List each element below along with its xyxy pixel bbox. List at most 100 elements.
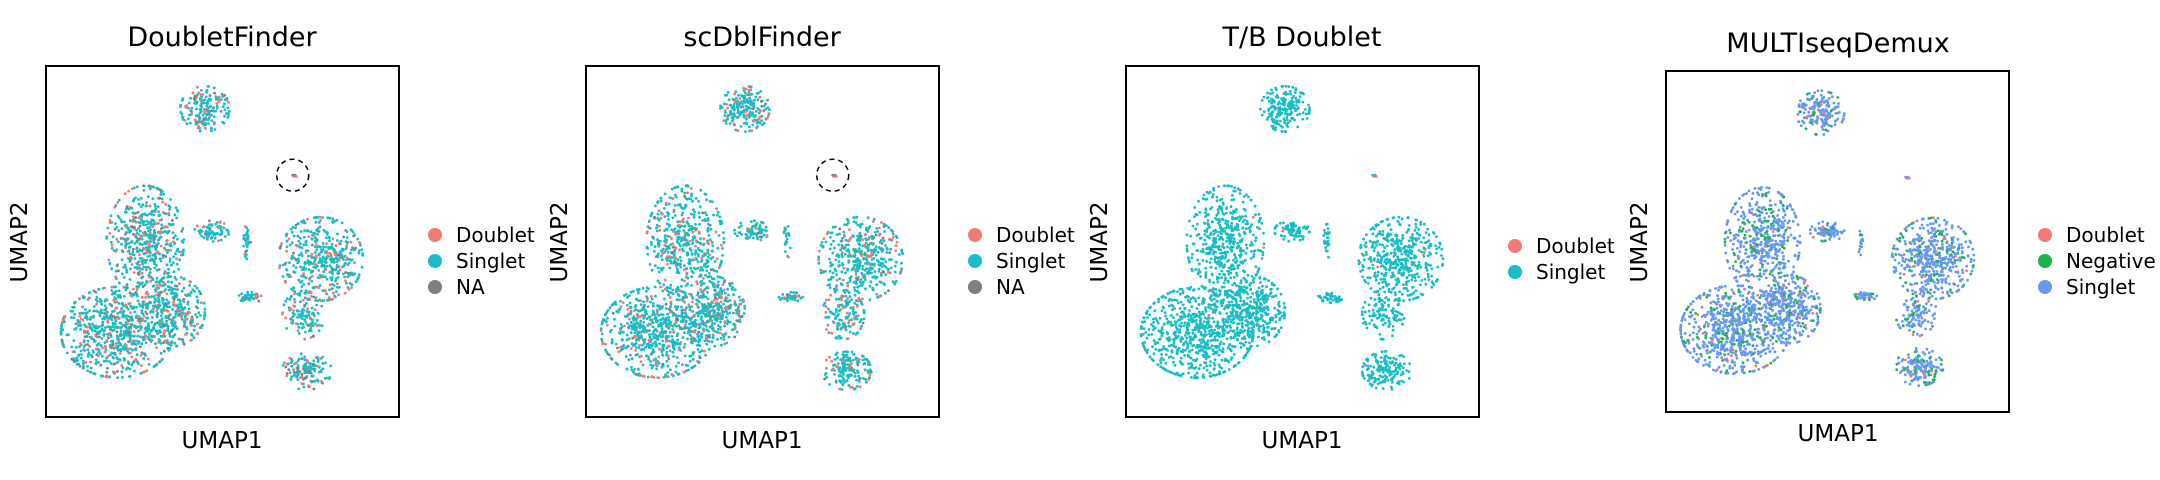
- data-point: [127, 242, 131, 245]
- data-point: [883, 264, 886, 268]
- data-point: [694, 267, 698, 271]
- data-point: [221, 105, 225, 108]
- data-point: [206, 109, 210, 112]
- data-point: [318, 257, 322, 261]
- data-point: [690, 305, 693, 308]
- data-point: [689, 266, 693, 270]
- data-point: [766, 106, 770, 109]
- data-point: [653, 285, 657, 289]
- data-point: [738, 97, 742, 100]
- data-point: [636, 334, 640, 338]
- data-point: [178, 300, 182, 303]
- data-point: [154, 342, 157, 345]
- data-point: [690, 321, 694, 325]
- data-point: [650, 243, 653, 247]
- data-point: [290, 364, 294, 368]
- data-point: [783, 227, 787, 231]
- data-point: [665, 335, 668, 338]
- data-point: [855, 378, 858, 382]
- data-point: [886, 268, 890, 272]
- data-point: [314, 216, 318, 219]
- data-point: [828, 247, 832, 251]
- data-point: [72, 316, 76, 319]
- data-point: [330, 242, 334, 246]
- data-point: [736, 234, 739, 238]
- data-point: [159, 244, 163, 248]
- data-point: [348, 282, 352, 285]
- data-point: [894, 244, 898, 248]
- data-point: [327, 298, 331, 302]
- data-point: [727, 307, 730, 311]
- data-point: [704, 309, 707, 312]
- data-point: [297, 239, 301, 243]
- data-point: [142, 252, 146, 256]
- data-point: [318, 215, 322, 219]
- data-point: [78, 364, 82, 368]
- data-point: [877, 246, 881, 249]
- data-point: [713, 318, 717, 321]
- data-point: [871, 263, 875, 266]
- data-point: [83, 323, 86, 327]
- data-point: [110, 289, 113, 292]
- data-point: [61, 328, 65, 332]
- data-point: [719, 287, 723, 290]
- data-point: [149, 223, 153, 227]
- data-point: [114, 269, 118, 273]
- data-point: [678, 289, 682, 293]
- data-point: [121, 376, 124, 379]
- data-point: [679, 259, 683, 263]
- data-point: [785, 237, 789, 241]
- data-point: [110, 346, 114, 349]
- data-point: [137, 233, 141, 237]
- data-point: [346, 275, 350, 279]
- data-point: [110, 267, 113, 271]
- data-point: [207, 227, 211, 230]
- data-point: [740, 233, 743, 236]
- data-point: [159, 259, 163, 263]
- data-point: [81, 365, 85, 368]
- data-point: [632, 319, 636, 322]
- data-point: [121, 323, 125, 327]
- data-point: [177, 267, 181, 271]
- data-point: [744, 87, 748, 91]
- data-point: [188, 113, 192, 117]
- data-point: [317, 269, 321, 272]
- data-point: [620, 338, 624, 341]
- data-point: [146, 293, 150, 296]
- data-point: [671, 328, 674, 331]
- data-point: [678, 220, 682, 224]
- data-point: [762, 233, 766, 237]
- data-point: [645, 230, 649, 234]
- data-point: [738, 104, 742, 107]
- data-point: [84, 360, 88, 364]
- data-point: [158, 323, 162, 327]
- data-point: [328, 216, 332, 220]
- data-point: [87, 322, 91, 326]
- data-point: [316, 215, 320, 219]
- data-point: [860, 249, 863, 253]
- data-point: [245, 232, 249, 236]
- data-point: [156, 311, 160, 315]
- data-point: [151, 225, 155, 229]
- data-point: [632, 344, 635, 348]
- data-point: [137, 273, 141, 276]
- data-point: [285, 327, 288, 330]
- data-point: [646, 297, 649, 300]
- data-point: [900, 267, 904, 271]
- data-point: [181, 340, 185, 344]
- data-point: [86, 339, 90, 343]
- data-point: [147, 222, 150, 226]
- data-point: [148, 271, 152, 275]
- data-point: [723, 114, 727, 117]
- data-point: [673, 227, 677, 231]
- data-point: [742, 312, 746, 315]
- data-point: [759, 100, 763, 103]
- data-point: [669, 286, 672, 290]
- data-point: [343, 254, 347, 258]
- data-point: [155, 280, 158, 284]
- data-point: [215, 106, 219, 110]
- data-point: [132, 271, 136, 274]
- data-point: [738, 315, 742, 318]
- data-point: [629, 331, 633, 335]
- data-point: [699, 280, 702, 284]
